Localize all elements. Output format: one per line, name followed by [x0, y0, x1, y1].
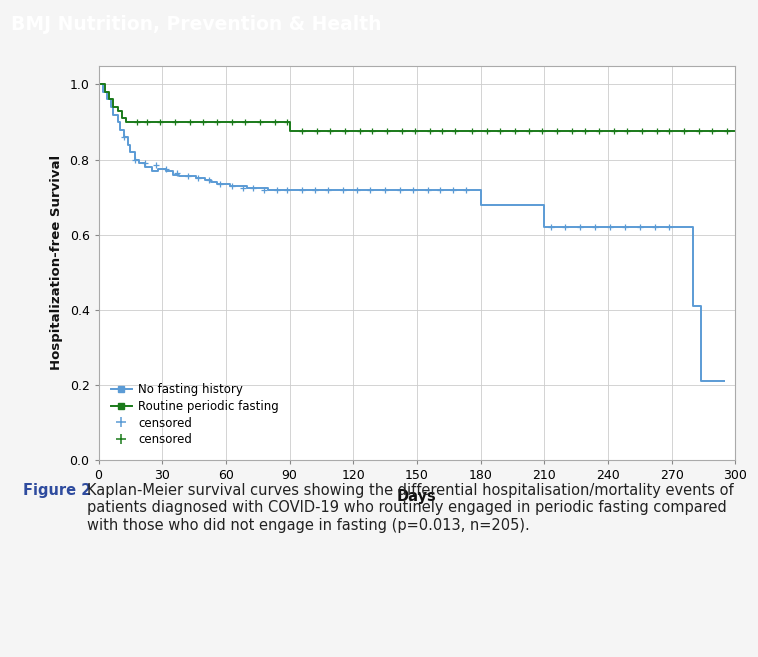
Legend: No fasting history, Routine periodic fasting, censored, censored: No fasting history, Routine periodic fas…	[111, 384, 279, 446]
Text: Figure 2: Figure 2	[23, 483, 102, 498]
X-axis label: Days: Days	[397, 489, 437, 504]
Y-axis label: Hospitalization-free Survival: Hospitalization-free Survival	[49, 155, 63, 371]
Text: Kaplan-Meier survival curves showing the differential hospitalisation/mortality : Kaplan-Meier survival curves showing the…	[87, 483, 734, 533]
Text: BMJ Nutrition, Prevention & Health: BMJ Nutrition, Prevention & Health	[11, 15, 382, 34]
